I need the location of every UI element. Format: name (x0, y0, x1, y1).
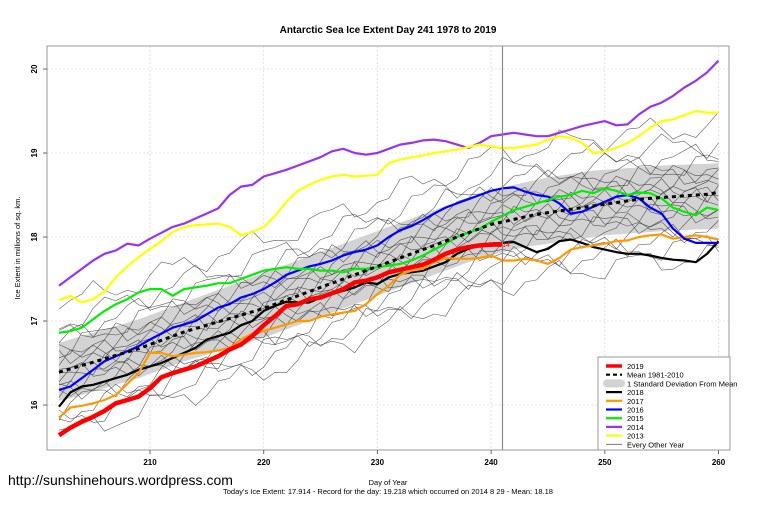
legend-item-2013-label: 2013 (627, 432, 644, 441)
x-axis: 210 220 230 240 250 260 (143, 450, 726, 467)
x-tick-label: 220 (257, 458, 271, 467)
series-line-2013 (58, 109, 719, 304)
legend-item-2016-label: 2016 (627, 406, 644, 415)
legend-item-1-standard-deviation-from-mean-label: 1 Standard Deviation From Mean (627, 379, 737, 388)
series-group (57, 59, 720, 438)
watermark-url: http://sunshinehours.wordpress.com (8, 472, 233, 488)
x-tick-label: 250 (598, 458, 612, 467)
current-value-label: 17.914 (488, 242, 510, 249)
legend-item-2018-label: 2018 (627, 388, 644, 397)
other-year-line (58, 201, 719, 400)
other-year-line (58, 111, 719, 310)
series-line-2017 (58, 233, 719, 419)
other-year-line (58, 165, 719, 365)
y-tick-label: 16 (30, 400, 39, 409)
other-year-line (58, 170, 719, 359)
other-year-line (58, 244, 719, 432)
y-tick-label: 18 (30, 232, 39, 241)
legend-item-mean-1981-2010-label: Mean 1981-2010 (627, 371, 684, 380)
other-year-line (58, 195, 719, 386)
x-tick-label: 210 (143, 458, 157, 467)
series-line-2016 (58, 186, 719, 391)
other-year-line (58, 178, 719, 383)
other-year-line (58, 133, 719, 330)
other-year-line (58, 209, 719, 398)
x-axis-label: Day of Year (369, 478, 408, 487)
legend-item-2014-label: 2014 (627, 423, 644, 432)
y-tick-label: 17 (30, 316, 39, 325)
legend-item-2015-label: 2015 (627, 414, 644, 423)
legend-item-every-other-year-label: Every Other Year (627, 440, 685, 449)
legend-item-2019-label: 2019 (627, 362, 644, 371)
y-axis: 16 17 18 19 20 (30, 64, 47, 409)
y-tick-label: 19 (30, 148, 39, 157)
series-line-mean-1981-2010 (58, 191, 719, 374)
other-year-line (58, 154, 719, 344)
legend-item-1-standard-deviation-from-mean-swatch (603, 379, 625, 388)
sd-band-group (59, 163, 719, 401)
y-axis-label: Ice Extent in millions of sq. km. (13, 197, 22, 300)
other-year-line (58, 164, 719, 359)
plot-frame (46, 45, 730, 451)
footer-stats: Today's Ice Extent: 17.914 - Record for … (223, 487, 553, 496)
series-line-2015 (58, 187, 719, 334)
legend-item-2017-label: 2017 (627, 397, 644, 406)
sd-band (59, 163, 719, 401)
chart-title: Antarctic Sea Ice Extent Day 241 1978 to… (280, 25, 497, 36)
x-tick-label: 260 (712, 458, 726, 467)
x-tick-label: 240 (484, 458, 498, 467)
y-tick-label: 20 (30, 64, 39, 73)
series-line-2019 (57, 241, 503, 438)
series-line-2014 (58, 59, 720, 287)
other-year-line (58, 223, 719, 423)
x-tick-label: 230 (371, 458, 385, 467)
series-line-2018 (58, 238, 720, 408)
